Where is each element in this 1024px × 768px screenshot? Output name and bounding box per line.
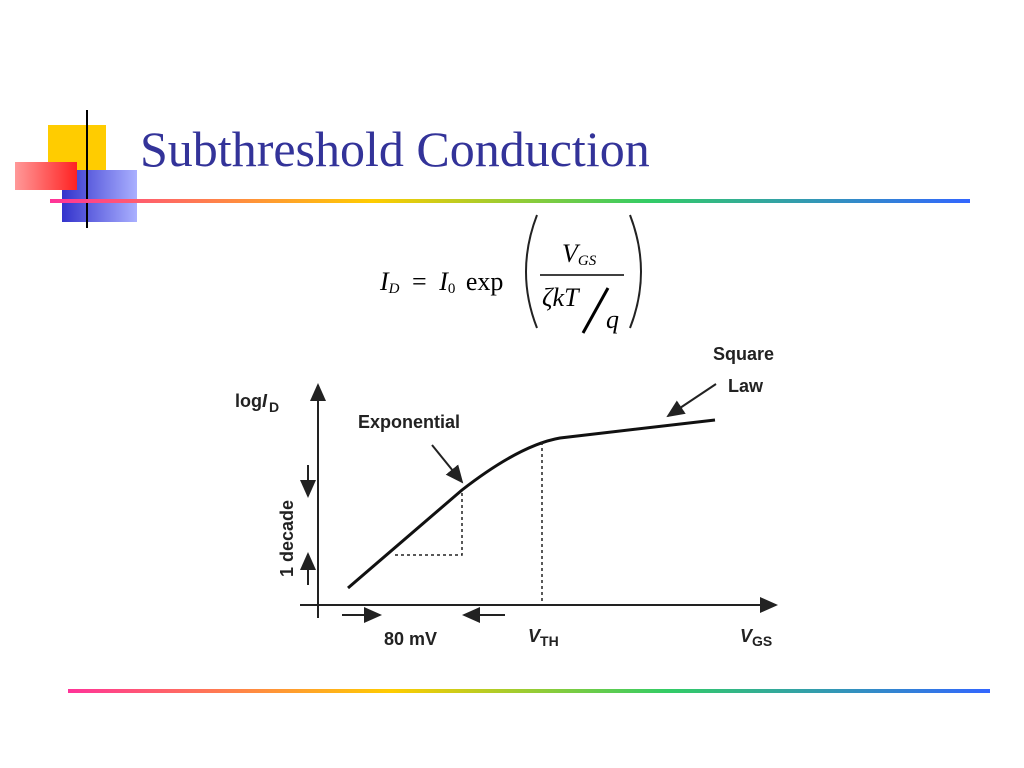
arrow — [666, 383, 717, 418]
text: GS — [752, 633, 772, 649]
figure: logI D Exponential Square Law 1 decade 80… — [235, 344, 778, 649]
decoration — [15, 110, 990, 693]
step-label: 80 mV — [384, 629, 437, 649]
vth-label: VTH — [528, 626, 559, 649]
text: I — [262, 391, 268, 411]
curve — [347, 418, 716, 590]
law-label: Law — [728, 376, 764, 396]
x-axis-label: VGS — [740, 626, 772, 649]
text: V — [562, 239, 581, 268]
equation: ID = I0 exp VGS ζkT q — [379, 214, 642, 334]
paren — [629, 214, 642, 329]
slash — [581, 287, 610, 334]
text: V — [528, 626, 542, 646]
text: I — [438, 267, 449, 296]
numerator: VGS — [562, 239, 597, 269]
denominator-q: q — [606, 305, 619, 334]
text: V — [740, 626, 754, 646]
title: Subthreshold Conduction — [140, 121, 650, 177]
decade-label: 1 decade — [277, 500, 297, 577]
text: D — [388, 281, 400, 297]
text: log — [235, 391, 262, 411]
paren — [525, 214, 538, 329]
y-axis-label: logI D — [235, 391, 279, 415]
text: I — [379, 267, 390, 296]
arrow — [431, 444, 464, 484]
square-label: Square — [713, 344, 774, 364]
text: D — [269, 399, 279, 415]
dotted-guides — [395, 442, 543, 605]
text: TH — [540, 633, 559, 649]
text: 0 — [448, 281, 456, 297]
exponential-label: Exponential — [358, 412, 460, 432]
text: GS — [578, 253, 597, 269]
text: = — [412, 267, 427, 296]
text: exp — [466, 267, 504, 296]
denominator: ζkT — [542, 283, 580, 312]
equation-lhs: ID = I0 exp — [379, 267, 503, 299]
